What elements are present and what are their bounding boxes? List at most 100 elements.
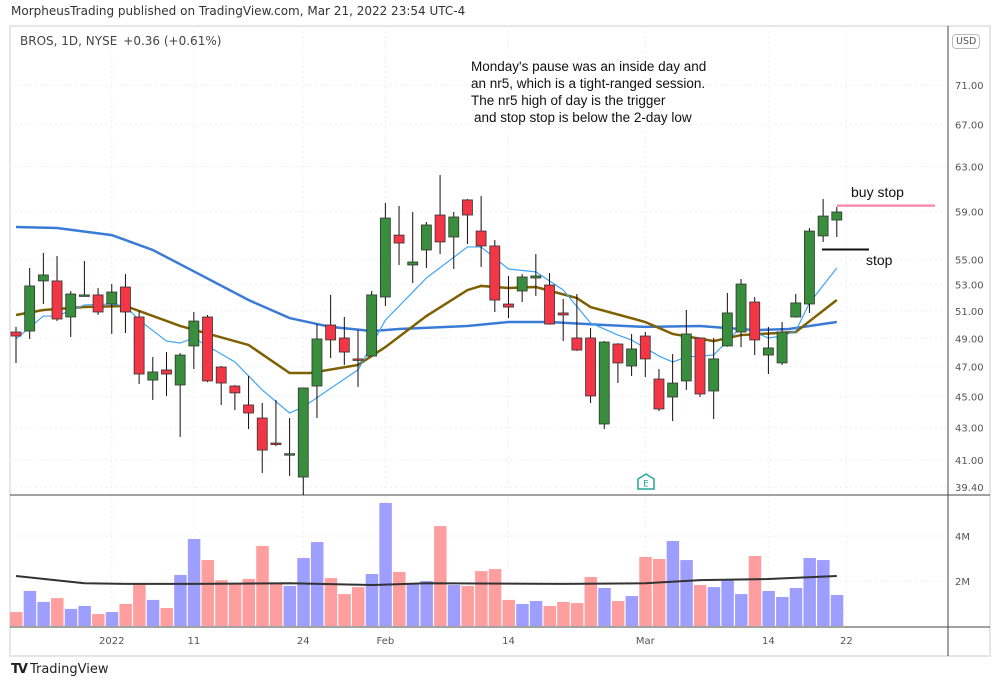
candle-down bbox=[215, 366, 227, 384]
volume-bar bbox=[283, 585, 297, 626]
candle-down bbox=[270, 442, 282, 445]
symbol-legend[interactable]: BROS, 1D, NYSE +0.36 (+0.61%) bbox=[20, 34, 221, 48]
volume-bar bbox=[529, 601, 543, 626]
volume-bar bbox=[543, 605, 557, 626]
candle-down bbox=[352, 358, 364, 361]
volume-bar bbox=[475, 571, 488, 626]
candle-down bbox=[585, 337, 596, 397]
volume-bar bbox=[174, 574, 187, 626]
price-tick-label: 53.00 bbox=[955, 281, 984, 292]
tradingview-logo-text: TradingView bbox=[29, 662, 109, 677]
volume-bar bbox=[133, 583, 146, 626]
chart-frame bbox=[9, 25, 991, 657]
volume-bar bbox=[762, 590, 775, 626]
candle-up bbox=[379, 217, 391, 298]
candle-up bbox=[65, 293, 77, 318]
stop-label: stop bbox=[866, 252, 893, 268]
time-tick-label: 14 bbox=[762, 636, 775, 647]
volume-bar bbox=[420, 581, 433, 626]
price-tick-label: 47.00 bbox=[955, 363, 984, 374]
candle-up bbox=[420, 224, 432, 251]
candle-down bbox=[10, 331, 22, 337]
time-tick-label: 11 bbox=[187, 636, 200, 647]
candle-up bbox=[817, 215, 829, 237]
volume-bar bbox=[51, 598, 64, 626]
volume-bar bbox=[379, 502, 392, 626]
buy-stop-label: buy stop bbox=[851, 184, 904, 200]
candle-down bbox=[229, 385, 241, 394]
volume-bar bbox=[447, 585, 461, 626]
note-line: and stop stop is below the 2-day low bbox=[474, 110, 692, 125]
volume-bar bbox=[393, 572, 406, 626]
note-line: an nr5, which is a tight-ranged session. bbox=[471, 76, 706, 91]
candle-down bbox=[133, 316, 145, 375]
candle-up bbox=[763, 347, 774, 356]
candle-down bbox=[92, 294, 104, 313]
price-tick-label: 45.00 bbox=[955, 392, 984, 403]
candle-up bbox=[804, 230, 815, 305]
volume-bar bbox=[256, 545, 269, 626]
price-tick-label: 41.00 bbox=[955, 456, 984, 467]
volume-ma-line bbox=[15, 575, 837, 587]
tradingview-logo[interactable]: TV TradingView bbox=[11, 662, 108, 677]
volume-bar bbox=[434, 526, 447, 626]
volume-bar bbox=[297, 558, 310, 626]
ma20-line bbox=[15, 284, 838, 375]
candle-up bbox=[188, 320, 200, 347]
volume-bar bbox=[748, 556, 762, 626]
earnings-marker[interactable]: E bbox=[637, 473, 655, 490]
volume-bar bbox=[789, 587, 803, 626]
price-tick-label: 55.00 bbox=[955, 255, 984, 266]
volume-bar bbox=[502, 599, 515, 626]
volume-bar bbox=[776, 596, 789, 626]
price-tick-label: 49.00 bbox=[955, 334, 984, 345]
candle-down bbox=[544, 284, 555, 325]
time-tick-label: 2022 bbox=[99, 636, 124, 647]
volume-bar bbox=[187, 538, 201, 626]
volume-bar bbox=[10, 612, 23, 626]
volume-bar bbox=[666, 540, 680, 626]
volume-bar bbox=[92, 614, 105, 626]
currency-badge[interactable]: USD bbox=[952, 34, 981, 49]
candle-down bbox=[503, 303, 514, 308]
volume-bar bbox=[570, 603, 584, 626]
time-tick-label: Mar bbox=[636, 636, 656, 647]
price-tick-label: 71.00 bbox=[955, 81, 984, 92]
price-change: +0.36 (+0.61%) bbox=[123, 34, 222, 48]
volume-bar bbox=[215, 580, 228, 626]
candle-down bbox=[489, 245, 501, 301]
volume-bar bbox=[803, 558, 816, 626]
volume-tick-label: 2M bbox=[955, 577, 970, 588]
candle-down bbox=[161, 369, 172, 375]
note-line: The nr5 high of day is the trigger bbox=[471, 93, 666, 108]
candle-up bbox=[311, 338, 323, 387]
volume-bar bbox=[146, 599, 160, 626]
volume-bar bbox=[119, 603, 132, 626]
volume-bar bbox=[324, 578, 338, 626]
volume-bar bbox=[64, 608, 78, 626]
volume-bar bbox=[105, 612, 119, 626]
symbol-info: BROS, 1D, NYSE bbox=[20, 34, 118, 48]
volume-bar bbox=[228, 583, 242, 626]
volume-bar bbox=[78, 605, 91, 626]
volume-pane bbox=[10, 502, 844, 626]
candle-up bbox=[626, 348, 637, 367]
candle-up bbox=[147, 371, 159, 381]
candle-up bbox=[174, 354, 186, 386]
candle-down bbox=[462, 199, 473, 216]
volume-bar bbox=[584, 576, 598, 626]
volume-bar bbox=[352, 587, 365, 626]
candle-up bbox=[831, 211, 843, 221]
candle-up bbox=[776, 331, 788, 364]
candles bbox=[10, 175, 843, 496]
candle-down bbox=[612, 343, 624, 364]
note-line: Monday's pause was an inside day and bbox=[471, 59, 707, 74]
price-tick-label: 63.00 bbox=[955, 163, 984, 174]
price-tick-label: 67.00 bbox=[955, 121, 984, 132]
volume-bar bbox=[625, 596, 639, 626]
candle-up bbox=[680, 333, 692, 382]
time-tick-label: Feb bbox=[377, 636, 395, 647]
volume-bar bbox=[639, 556, 652, 626]
tradingview-logo-icon: TV bbox=[11, 662, 28, 677]
